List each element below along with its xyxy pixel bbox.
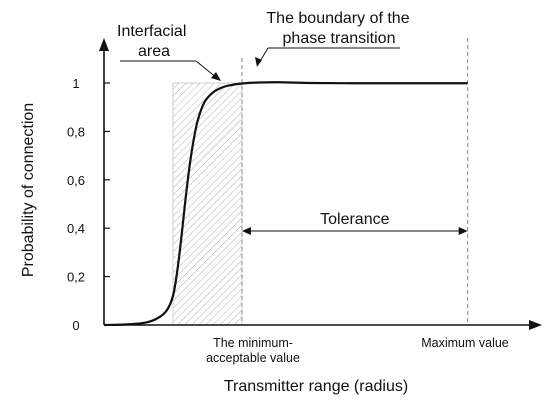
interfacial-area-label-line2: area: [138, 43, 170, 60]
phase-transition-label-line1: The boundary of the: [266, 10, 409, 27]
tolerance-arrow-right-head: [458, 227, 468, 235]
x-axis-title: Transmitter range (radius): [224, 378, 408, 395]
interfacial-region: [172, 82, 243, 326]
phase-transition-label-line2: phase transition: [283, 30, 396, 47]
interfacial-area-label-line1: Interfacial: [117, 23, 186, 40]
x-axis-arrow: [529, 320, 542, 330]
y-tick-label-2: 0,4: [67, 221, 85, 236]
y-axis-arrow: [99, 38, 109, 51]
y-tick-label-1: 0,2: [67, 270, 85, 285]
phase-transition-arrowhead: [255, 57, 262, 67]
y-axis-title: Probability of connection: [20, 103, 37, 277]
maximum-value-label: Maximum value: [421, 336, 509, 350]
interfacial-area-arrowhead: [211, 72, 221, 81]
y-tick-label-4: 0,8: [67, 124, 85, 139]
minimum-acceptable-label-line1: The minimum-: [213, 336, 293, 350]
y-tick-label-5: 1: [72, 76, 79, 91]
connection-probability-curve: [103, 81, 468, 327]
tolerance-arrow-left-head: [241, 227, 251, 235]
plot-area: 0 0,2 0,4 0,6 0,8 1 Tolerance Interfacial area Th…: [67, 10, 542, 365]
tolerance-label: Tolerance: [320, 211, 389, 228]
minimum-acceptable-label-line2: acceptable value: [206, 351, 300, 365]
y-tick-label-0: 0: [72, 318, 79, 333]
y-tick-label-3: 0,6: [67, 173, 85, 188]
